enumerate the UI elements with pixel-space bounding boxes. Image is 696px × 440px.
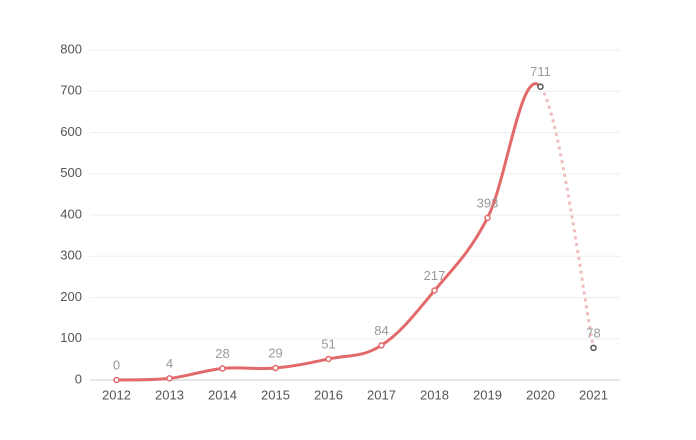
data-label: 217: [424, 268, 446, 283]
point: [590, 344, 597, 352]
data-label: 0: [113, 357, 120, 372]
data-label: 711: [530, 64, 551, 79]
y-tick-label: 0: [75, 371, 82, 386]
point: [166, 375, 173, 382]
x-tick-label: 2021: [579, 387, 608, 402]
point: [219, 365, 226, 372]
x-tick-label: 2016: [314, 387, 343, 402]
x-tick-label: 2014: [208, 387, 237, 402]
point: [325, 355, 332, 363]
data-label: 4: [166, 356, 173, 371]
y-tick-label: 400: [60, 206, 82, 221]
y-tick-label: 700: [60, 83, 82, 98]
x-tick-label: 2019: [473, 387, 502, 402]
x-tick-label: 2012: [102, 387, 131, 402]
line-dashed: [539, 85, 595, 349]
y-tick-label: 200: [60, 289, 82, 304]
x-tick-label: 2015: [261, 387, 290, 402]
x-tick-label: 2013: [155, 387, 184, 402]
data-label: 51: [321, 336, 335, 351]
data-label: 78: [586, 325, 600, 340]
data-label: 84: [374, 323, 388, 338]
point: [537, 83, 544, 90]
y-tick-label: 100: [60, 330, 82, 345]
data-label: 28: [215, 346, 229, 361]
point: [113, 376, 120, 384]
point: [378, 342, 385, 349]
x-tick-label: 2020: [526, 387, 555, 402]
point: [272, 364, 279, 372]
point: [484, 214, 491, 222]
point: [431, 287, 438, 294]
x-tick-label: 2017: [367, 387, 396, 402]
y-tick-label: 500: [60, 165, 82, 180]
y-tick-label: 300: [60, 248, 82, 263]
y-tick-label: 800: [60, 41, 82, 56]
data-label: 29: [268, 345, 282, 360]
x-tick-label: 2018: [420, 387, 449, 402]
data-label: 393: [477, 195, 499, 210]
y-tick-label: 600: [60, 124, 82, 139]
